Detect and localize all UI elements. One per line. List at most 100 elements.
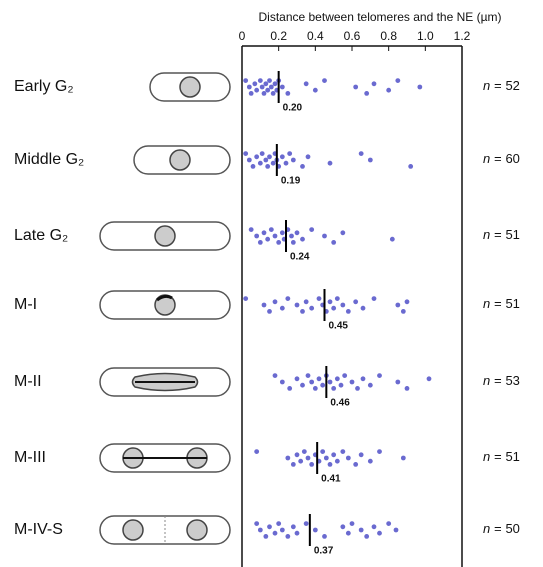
n-value: 50 <box>505 521 519 536</box>
data-point <box>404 299 410 305</box>
data-point <box>364 534 370 539</box>
data-point <box>360 305 366 311</box>
data-point <box>252 81 258 87</box>
data-point <box>316 296 322 301</box>
data-point <box>322 233 327 239</box>
row-label: Late G₂ <box>14 227 68 244</box>
data-point <box>300 164 305 169</box>
median-label: 0.45 <box>329 321 349 332</box>
data-point <box>371 524 377 530</box>
data-point <box>367 382 373 388</box>
data-point <box>408 164 414 169</box>
n-label: n = 51 <box>483 449 520 464</box>
n-label: n = 53 <box>483 373 520 388</box>
chart-title: Distance between telomeres and the NE (µ… <box>258 10 501 24</box>
data-point <box>338 382 344 388</box>
data-point <box>389 236 395 242</box>
x-tick-label: 0.6 <box>344 29 361 43</box>
data-point <box>290 157 296 163</box>
data-point <box>320 382 326 388</box>
data-point <box>272 530 278 536</box>
data-point <box>300 236 305 242</box>
data-point <box>327 160 333 166</box>
n-prefix: n = <box>483 78 502 93</box>
x-tick-label: 1.0 <box>417 29 434 43</box>
row-label: M-III <box>14 449 46 466</box>
data-point <box>243 296 249 301</box>
data-point <box>267 309 272 314</box>
data-point <box>349 521 355 526</box>
data-point <box>334 296 340 301</box>
n-prefix: n = <box>483 373 502 388</box>
data-point <box>323 455 329 461</box>
data-point <box>309 227 315 233</box>
data-point <box>345 309 351 314</box>
data-point <box>259 151 265 157</box>
data-point <box>331 452 337 458</box>
data-point <box>377 449 382 454</box>
n-value: 53 <box>505 373 519 388</box>
data-point <box>290 462 296 467</box>
n-label: n = 60 <box>483 151 520 166</box>
data-point <box>272 81 278 87</box>
data-point <box>263 534 269 539</box>
data-point <box>290 524 296 530</box>
data-point <box>300 382 305 388</box>
data-point <box>263 81 269 87</box>
data-point <box>303 299 309 305</box>
data-point <box>254 87 260 93</box>
median-label: 0.20 <box>283 103 303 114</box>
data-point <box>340 302 346 308</box>
data-point <box>303 521 309 526</box>
data-point <box>270 160 276 166</box>
row-label: Middle G₂ <box>14 151 84 168</box>
data-point <box>395 302 401 308</box>
data-point <box>305 154 311 160</box>
data-point <box>320 449 326 454</box>
median-label: 0.24 <box>290 252 310 263</box>
data-point <box>298 458 304 464</box>
data-point <box>267 524 272 530</box>
data-point <box>300 309 305 314</box>
data-point <box>360 376 366 382</box>
data-point <box>393 527 399 533</box>
data-point <box>301 449 307 454</box>
data-point <box>400 455 406 461</box>
data-point <box>294 452 300 458</box>
median-label: 0.19 <box>281 176 301 187</box>
n-value: 51 <box>505 449 519 464</box>
x-tick-label: 0.8 <box>380 29 397 43</box>
data-point <box>279 305 285 311</box>
data-point <box>340 449 346 454</box>
data-point <box>276 240 282 245</box>
data-point <box>254 154 260 160</box>
data-point <box>285 455 291 461</box>
data-point <box>294 302 300 308</box>
data-point <box>404 386 410 391</box>
n-value: 51 <box>505 296 519 311</box>
row-label: M-II <box>14 373 42 390</box>
data-point <box>272 373 278 378</box>
data-point <box>342 373 348 378</box>
data-point <box>331 386 337 391</box>
data-point <box>257 160 263 166</box>
data-point <box>270 91 276 96</box>
n-value: 52 <box>505 78 519 93</box>
data-point <box>272 233 278 239</box>
x-tick-label: 1.2 <box>454 29 471 43</box>
data-point <box>267 78 272 83</box>
cell-icons <box>99 72 231 545</box>
data-point <box>279 230 285 236</box>
data-point <box>305 373 311 378</box>
data-point <box>265 87 271 93</box>
data-point <box>327 299 333 305</box>
data-point <box>261 91 267 96</box>
data-point <box>285 534 291 539</box>
data-point <box>331 305 337 311</box>
data-point <box>309 379 315 385</box>
data-point <box>353 462 359 467</box>
data-point <box>248 227 254 233</box>
n-prefix: n = <box>483 151 502 166</box>
data-point <box>272 299 278 305</box>
data-point <box>263 157 269 163</box>
